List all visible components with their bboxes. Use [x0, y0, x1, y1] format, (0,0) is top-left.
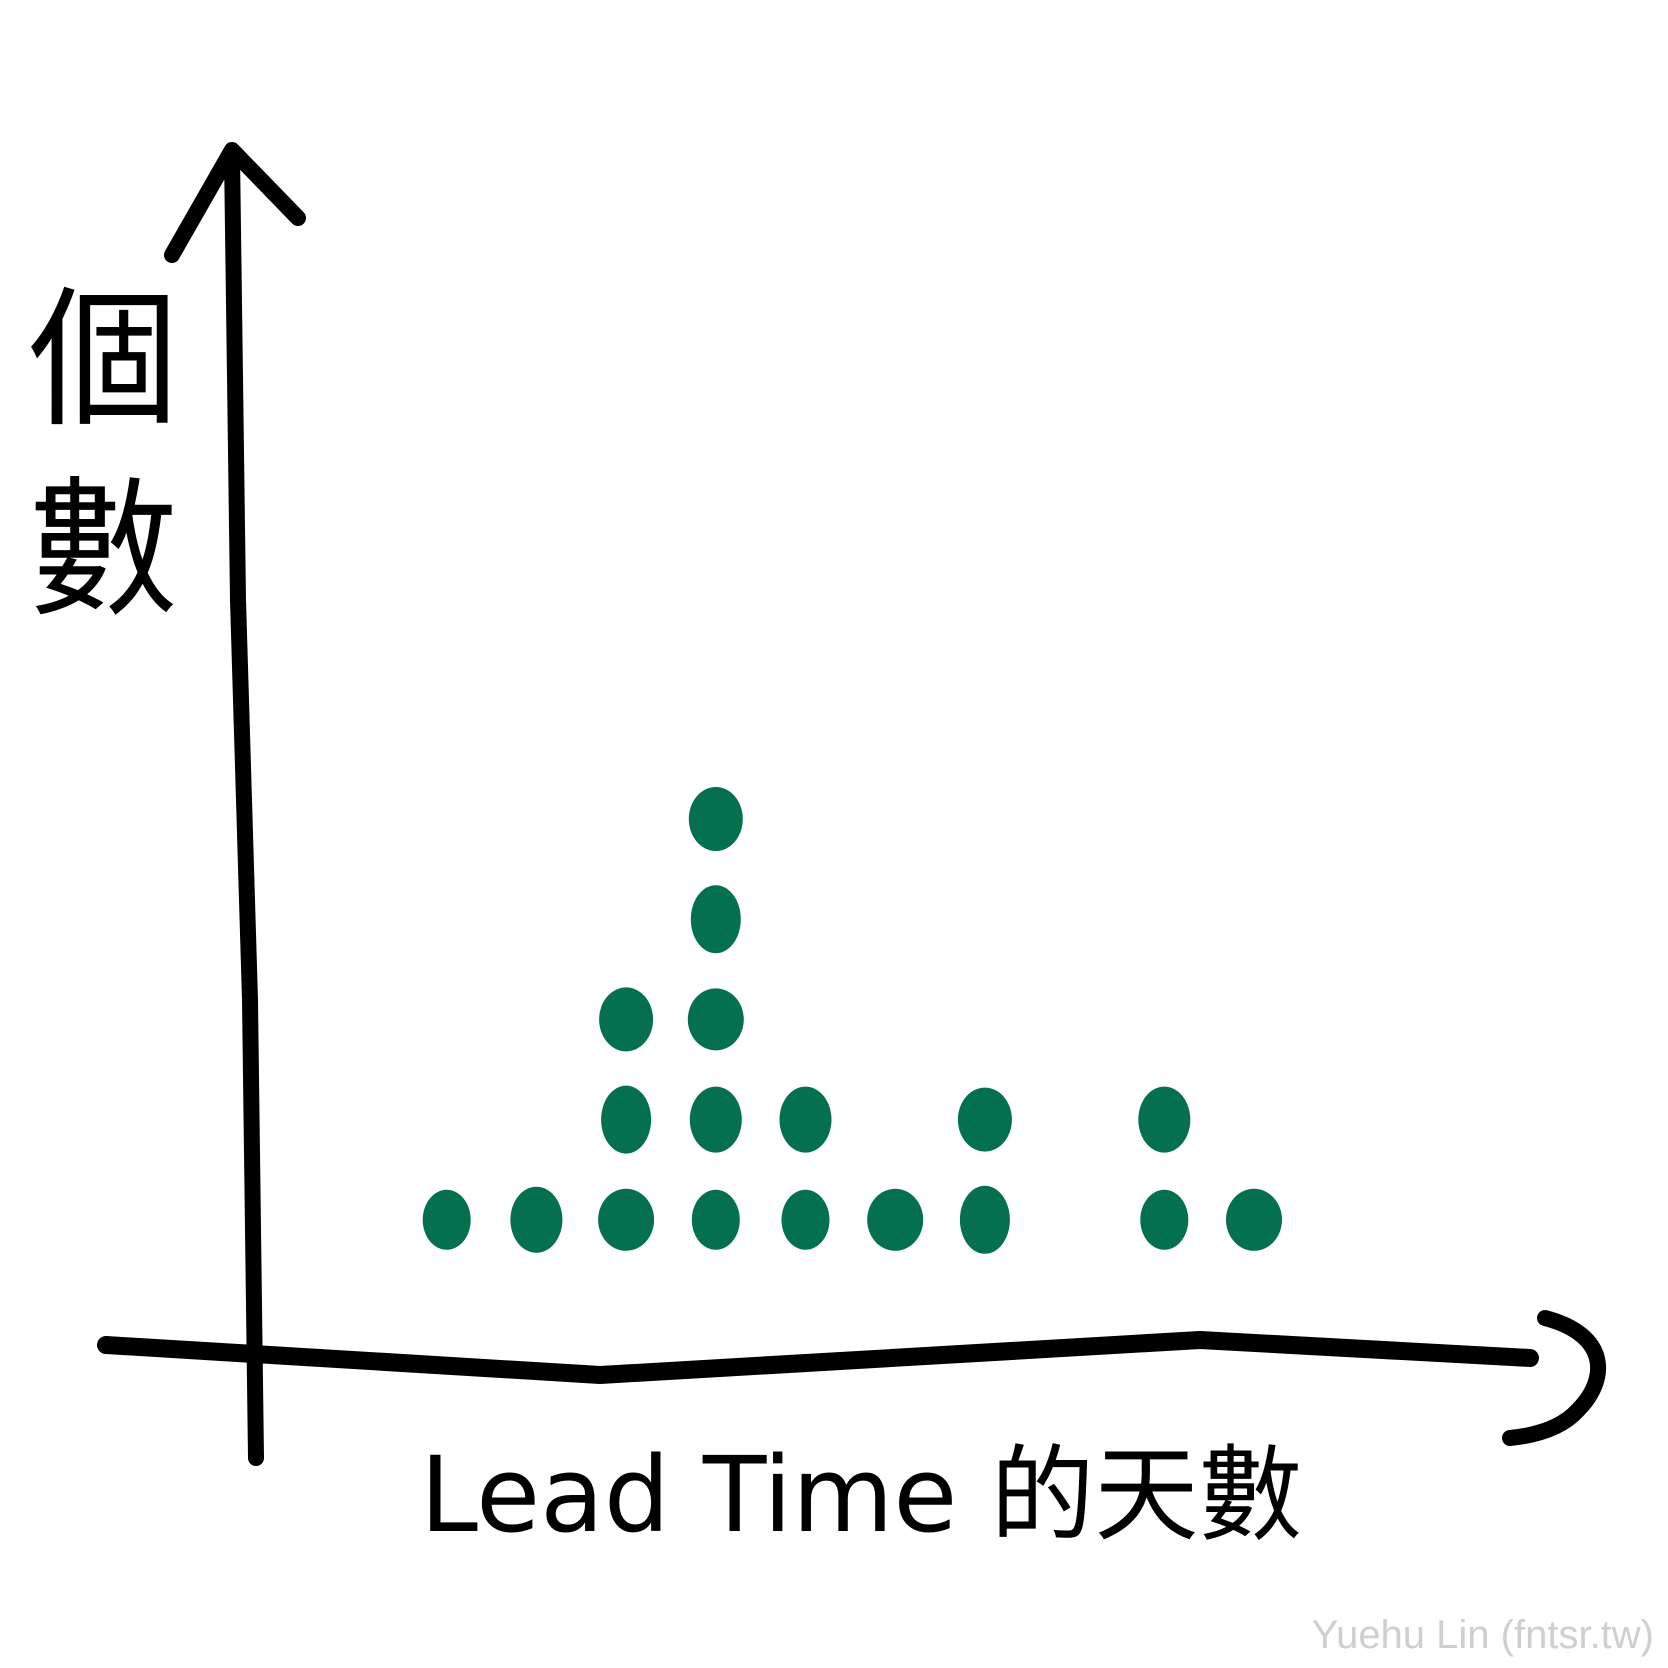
data-point: [510, 1186, 563, 1253]
data-point: [1140, 1189, 1189, 1250]
watermark: Yuehu Lin (fntsr.tw): [1311, 1613, 1654, 1657]
data-point: [867, 1188, 924, 1251]
data-point: [690, 885, 741, 954]
data-points: [422, 787, 1282, 1254]
y-axis-label: 個數: [0, 280, 180, 660]
y-axis-arrowhead: [164, 142, 306, 263]
x-axis-line: [97, 1331, 1539, 1384]
data-point: [691, 1189, 740, 1250]
data-point: [601, 1085, 652, 1154]
data-point: [422, 1189, 471, 1250]
data-point: [781, 1189, 830, 1250]
data-point: [599, 987, 654, 1052]
x-axis-arrowhead: [1502, 1310, 1606, 1446]
y-axis-label-text: 個數: [3, 280, 177, 660]
data-point: [689, 1086, 742, 1153]
data-point: [1226, 1188, 1282, 1251]
axes: [97, 142, 1606, 1466]
data-point: [688, 787, 743, 851]
data-point: [779, 1086, 832, 1153]
data-point: [957, 1087, 1012, 1152]
y-axis-line: [224, 147, 264, 1466]
data-point: [598, 1188, 655, 1251]
x-axis-label: Lead Time 的天數: [420, 1434, 1303, 1556]
data-point: [687, 988, 744, 1051]
data-point: [1138, 1086, 1191, 1153]
data-point: [959, 1185, 1010, 1254]
